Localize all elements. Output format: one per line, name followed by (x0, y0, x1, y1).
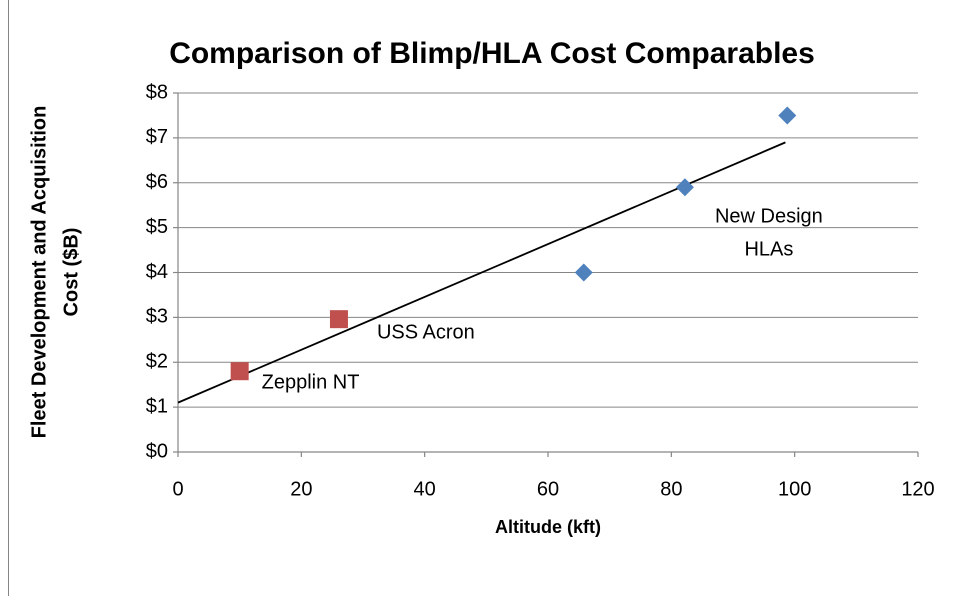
y-tick-label: $2 (146, 351, 168, 373)
y-axis-label-line: Cost ($B) (60, 228, 82, 317)
y-tick-label: $7 (146, 126, 168, 148)
chart-border (8, 0, 957, 596)
x-tick-label: 100 (778, 478, 811, 500)
point (230, 362, 249, 381)
annotation: USS Acron (377, 321, 475, 343)
x-tick-label: 80 (660, 478, 682, 500)
annotation: New Design (715, 206, 823, 228)
y-tick-label: $5 (146, 216, 168, 238)
x-tick-label: 60 (537, 478, 559, 500)
point (778, 106, 797, 125)
y-tick-label: $4 (146, 261, 168, 283)
y-tick-label: $3 (146, 306, 168, 328)
y-tick-label: $6 (146, 171, 168, 193)
y-tick-label: $0 (146, 440, 168, 462)
x-axis-label: Altitude (kft) (495, 517, 601, 537)
point (675, 178, 694, 197)
y-axis-label: Fleet Development and Acquisition Cost (… (28, 106, 82, 439)
x-tick-label: 20 (290, 478, 312, 500)
x-tick-label: 40 (414, 478, 436, 500)
point (329, 310, 348, 329)
x-tick-label: 120 (901, 478, 934, 500)
annotation: HLAs (744, 239, 793, 261)
point (574, 263, 593, 282)
y-tick-label: $8 (146, 81, 168, 103)
y-axis-label-line: Fleet Development and Acquisition (28, 106, 50, 439)
x-tick-label: 0 (172, 478, 183, 500)
chart-title: Comparison of Blimp/HLA Cost Comparables (169, 37, 815, 70)
annotation: Zepplin NT (262, 372, 360, 394)
y-tick-label: $1 (146, 395, 168, 417)
